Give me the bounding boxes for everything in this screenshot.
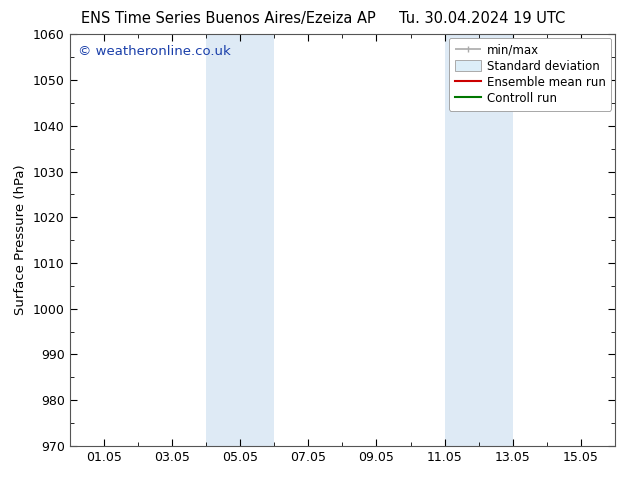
Text: ENS Time Series Buenos Aires/Ezeiza AP: ENS Time Series Buenos Aires/Ezeiza AP xyxy=(81,11,375,26)
Y-axis label: Surface Pressure (hPa): Surface Pressure (hPa) xyxy=(15,165,27,316)
Bar xyxy=(444,34,513,446)
Bar xyxy=(206,34,275,446)
Text: © weatheronline.co.uk: © weatheronline.co.uk xyxy=(78,45,231,58)
Legend: min/max, Standard deviation, Ensemble mean run, Controll run: min/max, Standard deviation, Ensemble me… xyxy=(449,38,611,111)
Text: Tu. 30.04.2024 19 UTC: Tu. 30.04.2024 19 UTC xyxy=(399,11,565,26)
